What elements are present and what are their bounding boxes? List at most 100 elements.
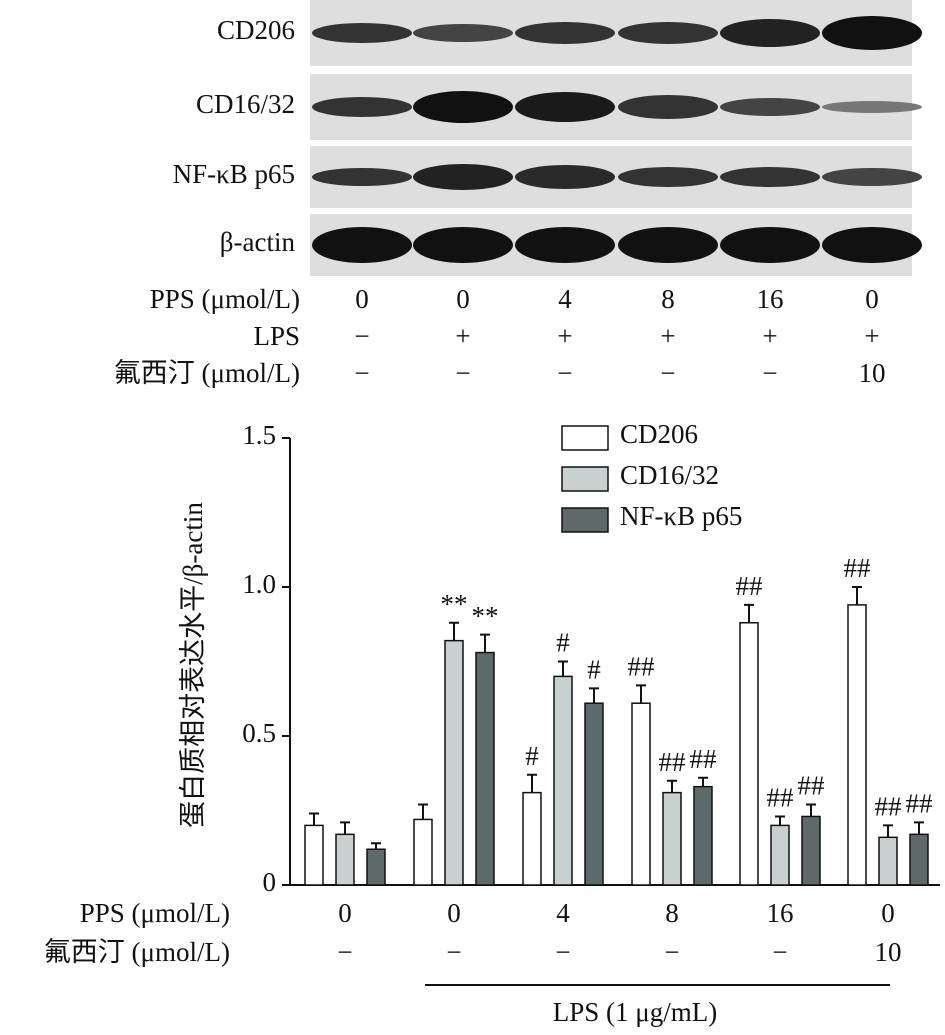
condition-value: 10 — [859, 358, 886, 388]
condition-value: 0 — [355, 284, 369, 314]
y-axis-label: 蛋白质相对表达水平/β-actin — [178, 502, 208, 828]
band — [720, 98, 820, 116]
x-tick-label-2: − — [446, 937, 461, 967]
x-tick-label-2: 10 — [875, 937, 902, 967]
condition-value: + — [864, 321, 879, 351]
band — [822, 168, 922, 186]
bar — [522, 791, 542, 886]
error-bar — [309, 812, 319, 826]
legend-label: NF-κB p65 — [620, 501, 742, 531]
error-bar — [418, 803, 428, 820]
bar — [770, 824, 790, 886]
condition-value: + — [762, 321, 777, 351]
error-bar — [527, 773, 537, 793]
condition-value: − — [354, 358, 369, 388]
significance-label: ## — [844, 553, 872, 583]
blot-row-label: CD206 — [217, 15, 295, 45]
band — [515, 22, 615, 44]
blot-row-label: NF-κB p65 — [173, 159, 295, 189]
band — [413, 91, 513, 123]
bar — [631, 702, 651, 886]
bar — [693, 785, 713, 886]
x-axis-label-2: 氟西汀 (μmol/L) — [44, 937, 230, 967]
band — [618, 22, 718, 44]
x-tick-label-2: − — [555, 937, 570, 967]
y-tick-label: 0.5 — [242, 718, 276, 748]
bar — [801, 815, 821, 886]
bar — [366, 848, 386, 886]
significance-label: # — [525, 741, 539, 771]
legend-swatch — [561, 425, 609, 451]
bar — [335, 833, 355, 886]
significance-label: # — [587, 655, 601, 685]
condition-value: 16 — [757, 284, 784, 314]
significance-label: ## — [875, 792, 903, 822]
legend-label: CD16/32 — [620, 460, 719, 490]
significance-label: ## — [690, 744, 718, 774]
error-bar — [589, 687, 599, 704]
error-bar — [883, 824, 893, 838]
x-tick-label: 16 — [767, 898, 794, 928]
legend-swatch — [561, 466, 609, 492]
condition-value: − — [455, 358, 470, 388]
band — [413, 24, 513, 42]
x-tick-label: 0 — [881, 898, 895, 928]
x-tick-label: 0 — [447, 898, 461, 928]
error-bar — [449, 621, 459, 641]
bar — [909, 833, 929, 886]
condition-value: 0 — [456, 284, 470, 314]
band — [312, 23, 412, 43]
x-tick-label: 8 — [665, 898, 679, 928]
x-tick-label-2: − — [664, 937, 679, 967]
band — [312, 227, 412, 263]
condition-value: − — [354, 321, 369, 351]
band — [720, 167, 820, 187]
condition-value: + — [557, 321, 572, 351]
legend-swatch — [561, 507, 609, 533]
bar — [878, 836, 898, 886]
x-axis-label: PPS (μmol/L) — [80, 898, 230, 928]
bar — [739, 622, 759, 886]
blot-row-label: β-actin — [220, 227, 296, 257]
significance-label: ## — [736, 571, 764, 601]
significance-label: ## — [628, 652, 656, 682]
error-bar — [852, 586, 862, 605]
error-bar — [698, 776, 708, 787]
significance-label: # — [556, 628, 570, 658]
band — [720, 227, 820, 263]
condition-value: − — [762, 358, 777, 388]
condition-value: − — [660, 358, 675, 388]
band — [822, 16, 922, 50]
band — [618, 167, 718, 187]
error-bar — [340, 821, 350, 835]
condition-value: − — [557, 358, 572, 388]
bar — [584, 702, 604, 886]
error-bar — [775, 815, 785, 826]
condition-label: 氟西汀 (μmol/L) — [114, 358, 300, 388]
condition-value: 8 — [661, 284, 675, 314]
condition-value: 4 — [558, 284, 572, 314]
condition-label: PPS (μmol/L) — [150, 284, 300, 314]
band — [822, 227, 922, 263]
bar — [304, 824, 324, 886]
band — [618, 95, 718, 119]
legend-label: CD206 — [620, 419, 698, 449]
western-blot: CD206 CD16/32 NF-κB p65 β-actin PPS (μmol/L)… — [114, 0, 922, 388]
significance-label: ## — [659, 747, 687, 777]
significance-label: ## — [906, 789, 934, 819]
band — [413, 164, 513, 190]
x-tick-label-2: − — [772, 937, 787, 967]
band — [515, 92, 615, 122]
condition-label: LPS — [253, 321, 300, 351]
error-bar — [744, 603, 754, 623]
bar — [553, 675, 573, 886]
error-bar — [636, 684, 646, 704]
x-tick-label-2: − — [337, 937, 352, 967]
bar — [847, 604, 867, 886]
significance-label: ** — [441, 589, 468, 619]
band — [822, 101, 922, 113]
error-bar — [914, 821, 924, 835]
band — [618, 227, 718, 263]
blot-row-label: CD16/32 — [196, 89, 295, 119]
